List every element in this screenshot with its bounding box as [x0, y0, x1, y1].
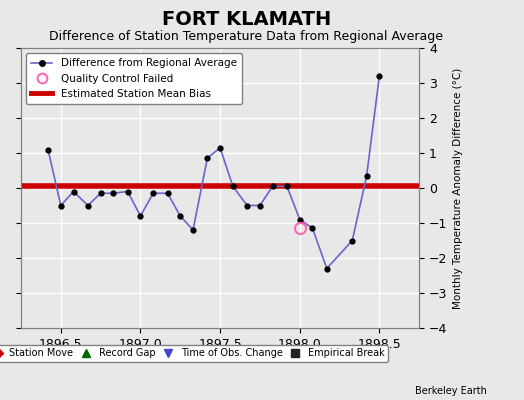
Text: Difference of Station Temperature Data from Regional Average: Difference of Station Temperature Data f… — [49, 30, 443, 43]
Y-axis label: Monthly Temperature Anomaly Difference (°C): Monthly Temperature Anomaly Difference (… — [453, 67, 463, 309]
Text: Berkeley Earth: Berkeley Earth — [416, 386, 487, 396]
Text: FORT KLAMATH: FORT KLAMATH — [162, 10, 331, 29]
Legend: Station Move, Record Gap, Time of Obs. Change, Empirical Break: Station Move, Record Gap, Time of Obs. C… — [0, 344, 388, 362]
